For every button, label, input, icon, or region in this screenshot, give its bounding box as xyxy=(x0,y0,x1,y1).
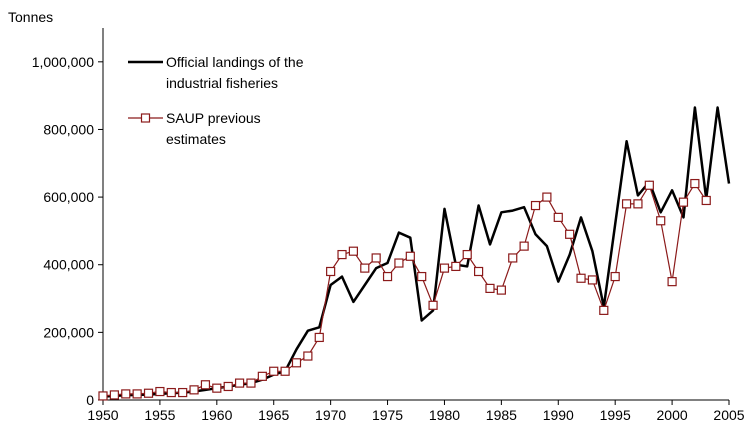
legend-label: SAUP previous xyxy=(166,110,261,126)
series-layer xyxy=(98,106,731,401)
axes xyxy=(102,28,729,401)
series-point xyxy=(121,389,131,399)
series-point xyxy=(98,391,108,401)
series-point xyxy=(565,229,575,239)
series-point xyxy=(633,199,643,209)
series-point xyxy=(451,261,461,272)
y-tick-label: 0 xyxy=(86,392,94,408)
series-point xyxy=(269,366,279,376)
legend-label: Official landings of the xyxy=(166,54,304,70)
y-tick-label: 400,000 xyxy=(43,257,94,273)
series-point xyxy=(178,387,188,398)
legend-item-1: Official landings of the industrial fishe… xyxy=(128,54,304,91)
ticks: 1950 1955 1960 1965 1970 1975 1980 1985 1990 1995… xyxy=(32,54,745,423)
series-point xyxy=(166,387,176,398)
series-point xyxy=(348,246,358,256)
legend-label: estimates xyxy=(166,131,226,147)
series-point xyxy=(610,271,620,282)
series-point xyxy=(405,251,415,261)
x-tick-label: 1980 xyxy=(429,407,460,423)
y-tick-label: 1,000,000 xyxy=(32,54,94,70)
series-point xyxy=(314,332,324,343)
series-point xyxy=(599,305,609,315)
series-2 xyxy=(98,178,711,401)
series-point xyxy=(621,199,632,209)
series-point xyxy=(474,266,484,277)
series-point xyxy=(587,275,598,285)
legend-label: industrial fisheries xyxy=(166,75,278,91)
x-tick-label: 1960 xyxy=(201,407,232,423)
series-point xyxy=(439,263,450,273)
x-tick-label: 1985 xyxy=(486,407,517,423)
x-tick-label: 1975 xyxy=(372,407,403,423)
series-point xyxy=(223,381,233,392)
series-point xyxy=(656,216,666,226)
series-point xyxy=(701,195,711,206)
series-line xyxy=(102,106,731,398)
series-point xyxy=(519,241,529,251)
series-point xyxy=(234,378,245,388)
series-point xyxy=(496,285,506,295)
series-point xyxy=(303,351,313,361)
series-point xyxy=(246,378,256,388)
series-point xyxy=(143,388,154,398)
series-point xyxy=(530,200,541,211)
series-point xyxy=(417,271,427,282)
series-point xyxy=(212,383,222,393)
x-tick-label: 1970 xyxy=(315,407,346,423)
y-axis-title: Tonnes xyxy=(8,9,53,25)
series-point xyxy=(667,277,677,287)
series-point xyxy=(109,390,119,400)
series-point xyxy=(360,263,370,273)
series-point xyxy=(508,253,518,263)
x-tick-label: 1965 xyxy=(258,407,289,423)
series-point xyxy=(337,249,347,260)
series-point xyxy=(576,273,586,283)
series-point xyxy=(155,386,165,397)
series-point xyxy=(291,358,302,368)
x-tick-label: 2000 xyxy=(657,407,688,423)
series-point xyxy=(280,366,290,376)
x-tick-label: 2005 xyxy=(713,407,744,423)
legend: Official landings of the industrial fishe… xyxy=(128,54,304,147)
series-point xyxy=(542,192,552,202)
y-tick-label: 800,000 xyxy=(43,121,94,137)
series-point xyxy=(462,249,472,260)
series-point xyxy=(690,178,700,189)
x-tick-label: 1950 xyxy=(87,407,118,423)
series-point xyxy=(132,389,142,399)
series-point xyxy=(485,283,495,293)
series-point xyxy=(644,180,654,190)
series-point xyxy=(678,197,689,207)
series-point xyxy=(326,266,336,277)
x-tick-label: 1995 xyxy=(600,407,631,423)
legend-marker xyxy=(140,113,151,123)
series-point xyxy=(189,385,199,395)
series-point xyxy=(553,212,563,222)
series-point xyxy=(257,371,267,381)
x-tick-label: 1955 xyxy=(144,407,175,423)
series-point xyxy=(428,300,438,310)
series-1 xyxy=(102,106,731,398)
series-point xyxy=(382,271,393,282)
legend-item-2: SAUP previous estimates xyxy=(128,110,261,147)
series-point xyxy=(371,253,381,263)
y-tick-label: 200,000 xyxy=(43,324,94,340)
series-point xyxy=(200,380,211,390)
y-tick-label: 600,000 xyxy=(43,189,94,205)
series-point xyxy=(394,258,404,268)
x-tick-label: 1990 xyxy=(543,407,574,423)
